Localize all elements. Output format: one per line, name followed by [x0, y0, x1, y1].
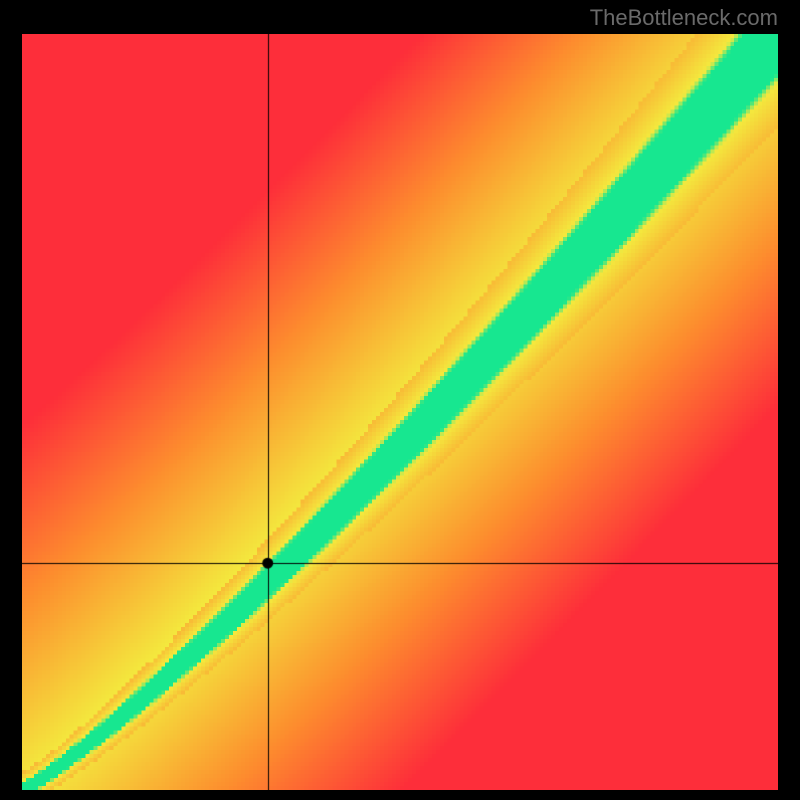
chart-frame: TheBottleneck.com: [0, 0, 800, 800]
crosshair-overlay: [22, 34, 778, 790]
watermark-label: TheBottleneck.com: [590, 5, 778, 31]
